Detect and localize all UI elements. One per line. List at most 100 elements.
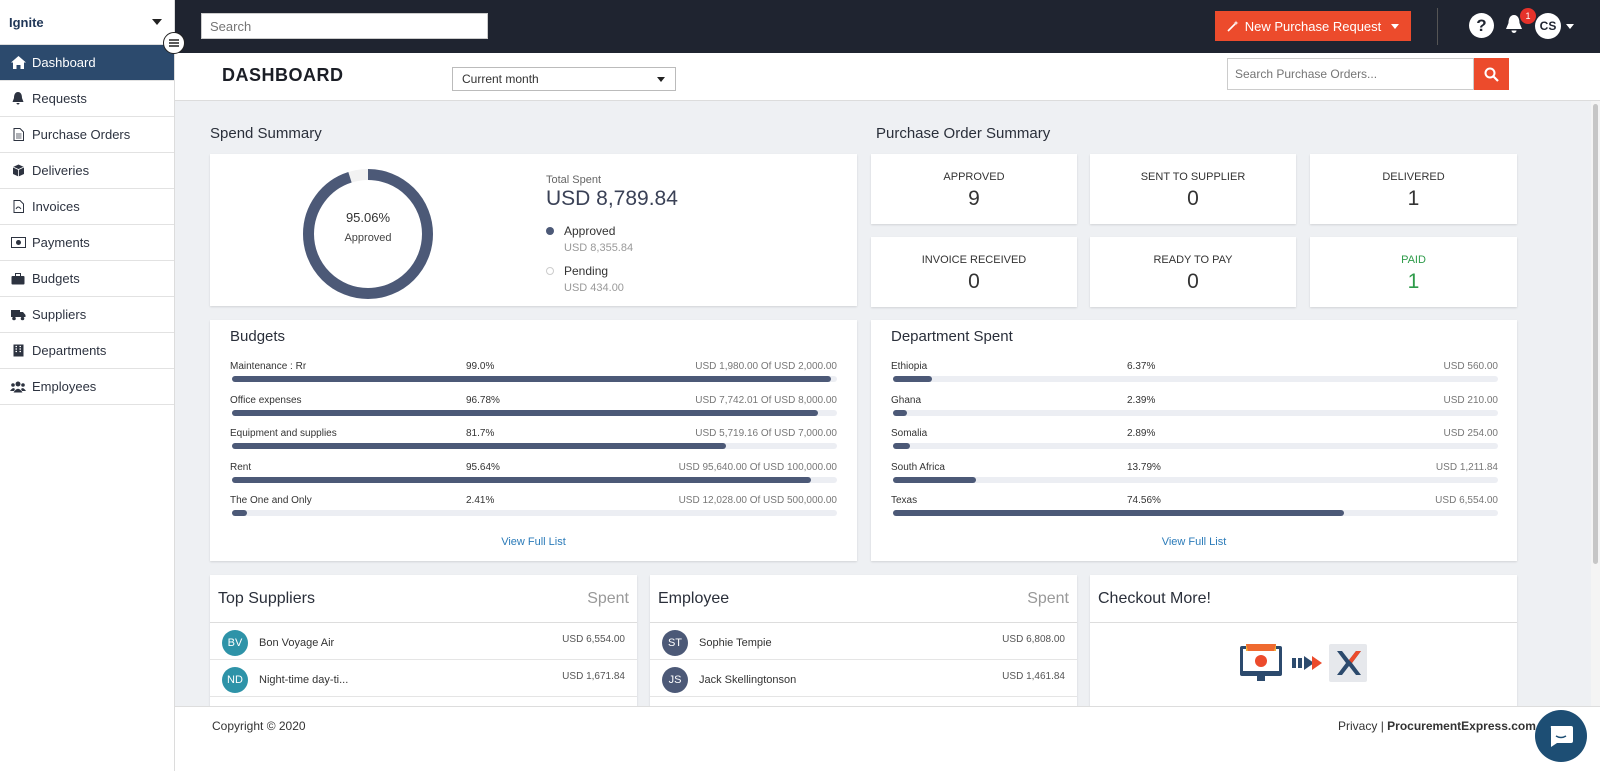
po-tile-invoice-received[interactable]: INVOICE RECEIVED 0 (871, 237, 1077, 307)
department-row: Texas 74.56% USD 6,554.00 (891, 495, 1498, 521)
chevron-down-icon[interactable] (1566, 24, 1574, 29)
row-amount: USD 1,211.84 (1435, 461, 1498, 473)
sidebar-item-budgets[interactable]: Budgets (0, 261, 174, 297)
box-icon (10, 163, 26, 179)
copyright-text: Copyright © 2020 (212, 719, 306, 733)
tile-value: 1 (1407, 187, 1420, 210)
checkout-header: Checkout More! (1090, 575, 1517, 623)
tile-value: 0 (1187, 187, 1199, 210)
list-item[interactable]: BV Bon Voyage Air USD 6,554.00 (210, 624, 637, 660)
help-button[interactable]: ? (1469, 13, 1494, 38)
row-name: South Africa (891, 461, 945, 473)
briefcase-icon (10, 271, 26, 287)
budgets-view-full-list-link[interactable]: View Full List (501, 536, 566, 548)
sidebar-item-requests[interactable]: Requests (0, 81, 174, 117)
list-item[interactable]: ND Night-time day-ti... USD 1,671.84 (210, 661, 637, 697)
purchase-order-search-button[interactable] (1474, 58, 1509, 90)
org-name: Ignite (9, 14, 44, 30)
chevron-down-icon (657, 76, 665, 82)
row-name: Ghana (891, 394, 922, 406)
sidebar-item-employees[interactable]: Employees (0, 369, 174, 405)
row-percentage: 6.37% (1127, 361, 1156, 372)
supplier-amount: USD 1,671.84 (562, 671, 625, 682)
progress-fill (893, 510, 1345, 516)
sidebar-item-invoices[interactable]: Invoices (0, 189, 174, 225)
sidebar-item-dashboard[interactable]: Dashboard (0, 45, 174, 81)
progress-fill (893, 443, 911, 449)
new-purchase-request-button[interactable]: New Purchase Request (1215, 11, 1411, 41)
sidebar-item-label: Employees (32, 379, 97, 394)
legend-pending-amount: USD 434.00 (564, 282, 624, 294)
avatar: ND (222, 667, 248, 693)
global-search-input[interactable] (201, 13, 488, 39)
sidebar-item-deliveries[interactable]: Deliveries (0, 153, 174, 189)
row-amount: USD 254.00 (1443, 428, 1498, 439)
sidebar-item-label: Purchase Orders (32, 127, 131, 142)
po-tile-sent-to-supplier[interactable]: SENT TO SUPPLIER 0 (1090, 154, 1296, 224)
row-name: Office expenses (230, 394, 302, 406)
legend-approved-amount: USD 8,355.84 (564, 242, 634, 254)
dashboard-content: Spend Summary 95.06% Approved Total Spen… (175, 101, 1591, 706)
budget-row: Rent 95.64% USD 95,640.00 Of USD 100,000.0… (230, 462, 837, 488)
list-item[interactable]: JS Jack Skellingtonson USD 1,461.84 (650, 661, 1077, 697)
legend-pending-dot (546, 267, 554, 275)
bell-icon (10, 91, 26, 107)
checkout-more-card: Checkout More! (1090, 575, 1517, 706)
row-percentage: 2.89% (1127, 428, 1156, 439)
vertical-scrollbar-thumb[interactable] (1593, 104, 1598, 564)
user-avatar[interactable]: CS (1535, 13, 1561, 39)
purchase-order-search-input[interactable] (1227, 58, 1474, 90)
budget-row: The One and Only 2.41% USD 12,028.00 Of US… (230, 495, 837, 521)
new-purchase-request-label: New Purchase Request (1244, 18, 1382, 34)
legend-approved-dot (546, 227, 554, 235)
footer: Copyright © 2020 Privacy | ProcurementEx… (175, 706, 1600, 771)
search-icon (1484, 67, 1499, 82)
sidebar-item-payments[interactable]: Payments (0, 225, 174, 261)
row-name: Rent (230, 461, 252, 473)
department-row: South Africa 13.79% USD 1,211.84 (891, 462, 1498, 488)
progress-fill (232, 510, 247, 516)
integration-promo-graphic[interactable] (1240, 642, 1370, 684)
notifications-button[interactable] (1505, 14, 1527, 38)
chat-button[interactable] (1535, 710, 1587, 762)
budgets-title: Budgets (230, 328, 286, 345)
department-row: Ethiopia 6.37% USD 560.00 (891, 361, 1498, 387)
row-name: Texas (891, 495, 918, 506)
toolbar-divider (1437, 8, 1438, 45)
po-tile-approved[interactable]: APPROVED 9 (871, 154, 1077, 224)
sidebar-item-departments[interactable]: Departments (0, 333, 174, 369)
sidebar-item-purchase-orders[interactable]: Purchase Orders (0, 117, 174, 153)
org-switcher[interactable]: Ignite (0, 0, 174, 45)
sidebar-item-suppliers[interactable]: Suppliers (0, 297, 174, 333)
period-select-value: Current month (462, 72, 539, 86)
row-percentage: 2.39% (1127, 394, 1156, 406)
row-percentage: 74.56% (1127, 495, 1161, 506)
progress-track (893, 376, 1498, 382)
progress-track (232, 443, 837, 449)
progress-fill (893, 409, 908, 416)
budgets-card: Budgets Maintenance : Rr 99.0% USD 1,980.0… (210, 320, 857, 561)
progress-track (232, 510, 837, 516)
total-spent-value: USD 8,789.84 (546, 187, 678, 210)
tile-value: 0 (968, 270, 980, 293)
procurement-express-logo (1329, 644, 1367, 682)
progress-track (232, 376, 837, 382)
department-row: Somalia 2.89% USD 254.00 (891, 428, 1498, 454)
row-percentage: 2.41% (466, 495, 495, 506)
sidebar-toggle-button[interactable] (163, 32, 185, 54)
help-icon: ? (1476, 15, 1487, 35)
po-tile-paid[interactable]: PAID 1 (1310, 237, 1517, 307)
row-amount: USD 95,640.00 Of USD 100,000.00 (678, 461, 837, 473)
po-tile-delivered[interactable]: DELIVERED 1 (1310, 154, 1517, 224)
privacy-link[interactable]: Privacy (1338, 719, 1378, 733)
departments-view-full-list-link[interactable]: View Full List (1161, 536, 1227, 548)
brand-link[interactable]: ProcurementExpress.com (1387, 719, 1536, 733)
row-amount: USD 210.00 (1443, 394, 1498, 406)
po-tile-ready-to-pay[interactable]: READY TO PAY 0 (1090, 237, 1296, 307)
sidebar-item-label: Payments (32, 235, 90, 250)
period-select[interactable]: Current month (452, 67, 676, 91)
list-item[interactable]: ST Sophie Tempie USD 6,808.00 (650, 624, 1077, 660)
notification-badge: 1 (1520, 8, 1536, 24)
sidebar: Ignite Dashboard Requests Purchase Order… (0, 0, 175, 771)
checkout-title: Checkout More! (1098, 590, 1211, 607)
